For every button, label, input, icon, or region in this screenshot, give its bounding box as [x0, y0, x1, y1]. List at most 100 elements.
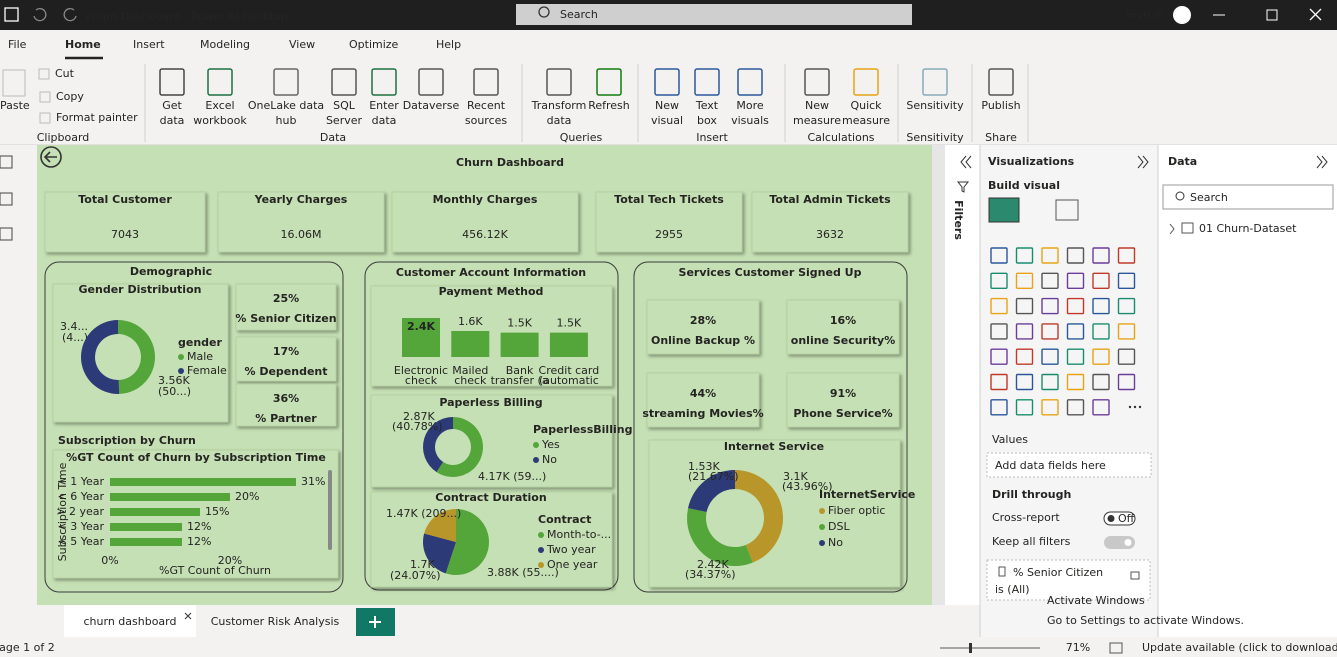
- more-visuals-dot[interactable]: [1138, 405, 1142, 409]
- more-visuals-dot[interactable]: [1128, 405, 1132, 409]
- visual-type-icon[interactable]: [1092, 323, 1110, 340]
- ribbon-button[interactable]: measure: [793, 114, 841, 127]
- visual-type-icon[interactable]: [1117, 272, 1136, 289]
- table-name[interactable]: 01 Churn-Dataset: [1199, 222, 1297, 235]
- fit-page[interactable]: [1109, 642, 1123, 654]
- ribbon-button[interactable]: New: [655, 99, 679, 112]
- update-notice[interactable]: Update available (click to download): [1142, 641, 1337, 654]
- sign-in[interactable]: Sign in: [1126, 8, 1164, 21]
- visual-type-icon[interactable]: [1041, 399, 1059, 416]
- visual-type-icon[interactable]: [1092, 373, 1110, 391]
- visual-type-icon[interactable]: [1092, 272, 1110, 289]
- ribbon-button[interactable]: Refresh: [588, 99, 630, 112]
- ribbon-button[interactable]: visual: [651, 114, 683, 127]
- visual-type-icon[interactable]: [1015, 297, 1034, 315]
- ribbon-button[interactable]: sources: [465, 114, 508, 127]
- visual-type-icon[interactable]: [990, 323, 1008, 340]
- undo-icon[interactable]: [33, 7, 47, 22]
- build-visual-tab[interactable]: [988, 197, 1020, 223]
- ribbon-button[interactable]: Quick: [850, 99, 882, 112]
- visual-type-icon[interactable]: [990, 297, 1008, 315]
- ribbon-button[interactable]: Cut: [55, 67, 75, 80]
- data-search[interactable]: [1162, 184, 1334, 210]
- ribbon-button[interactable]: Sensitivity: [906, 99, 964, 112]
- visual-type-icon[interactable]: [1041, 272, 1059, 289]
- ribbon-button[interactable]: OneLake data: [248, 99, 324, 112]
- visual-type-icon[interactable]: [1015, 399, 1034, 416]
- visual-type-icon[interactable]: [990, 348, 1008, 365]
- restore[interactable]: [1266, 9, 1278, 21]
- ribbon-button[interactable]: Excel: [205, 99, 234, 112]
- visual-type-icon[interactable]: [1041, 297, 1059, 315]
- ribbon-button[interactable]: box: [697, 114, 717, 127]
- ribbon-button[interactable]: Text: [695, 99, 719, 112]
- visual-type-icon[interactable]: [1092, 348, 1110, 365]
- menu-tab[interactable]: View: [289, 38, 315, 51]
- active-page-tab[interactable]: [64, 605, 196, 637]
- field-well[interactable]: [986, 452, 1152, 478]
- visual-type-icon[interactable]: [990, 399, 1008, 416]
- visual-type-icon[interactable]: [1041, 323, 1059, 340]
- model-view[interactable]: [0, 227, 13, 241]
- menu-tab[interactable]: Optimize: [349, 38, 399, 51]
- ribbon-button[interactable]: Get: [162, 99, 182, 112]
- visual-type-icon[interactable]: [990, 373, 1008, 391]
- ribbon-button[interactable]: Enter: [369, 99, 399, 112]
- expand-chevron[interactable]: [1169, 223, 1175, 235]
- ribbon-button[interactable]: hub: [276, 114, 297, 127]
- visual-type-icon[interactable]: [1066, 323, 1085, 340]
- ribbon-button[interactable]: workbook: [193, 114, 247, 127]
- zoom-thumb[interactable]: [969, 643, 972, 653]
- ribbon-button[interactable]: Server: [326, 114, 363, 127]
- visual-type-icon[interactable]: [1041, 373, 1059, 391]
- visual-type-icon[interactable]: [1015, 247, 1034, 264]
- menu-tab[interactable]: Modeling: [200, 38, 250, 51]
- page-tab[interactable]: churn dashboard: [84, 615, 177, 628]
- close-tab[interactable]: [184, 612, 192, 620]
- visual-type-icon[interactable]: [1117, 247, 1136, 264]
- table-view[interactable]: [0, 192, 13, 206]
- visual-type-icon[interactable]: [1117, 297, 1136, 315]
- visual-type-icon[interactable]: [1092, 399, 1110, 416]
- ribbon-button[interactable]: data: [372, 114, 397, 127]
- visual-type-icon[interactable]: [1066, 348, 1085, 365]
- ribbon-button[interactable]: Copy: [56, 90, 84, 103]
- report-view[interactable]: [0, 155, 13, 169]
- visual-type-icon[interactable]: [1066, 272, 1085, 289]
- visual-type-icon[interactable]: [1066, 297, 1085, 315]
- visual-type-icon[interactable]: [1117, 323, 1136, 340]
- ribbon-button[interactable]: More: [736, 99, 764, 112]
- format-visual-tab[interactable]: [1055, 199, 1079, 221]
- collapse-icon[interactable]: [960, 155, 972, 169]
- account-icon[interactable]: [1173, 6, 1191, 24]
- visual-type-icon[interactable]: [1015, 272, 1034, 289]
- filters-strip[interactable]: [945, 145, 980, 605]
- ribbon-button[interactable]: Dataverse: [403, 99, 460, 112]
- visual-type-icon[interactable]: [990, 247, 1008, 264]
- ribbon-button[interactable]: Transform: [531, 99, 587, 112]
- menu-tab[interactable]: Home: [65, 38, 101, 51]
- visual-type-icon[interactable]: [1092, 297, 1110, 315]
- save-icon[interactable]: [4, 7, 19, 22]
- visual-type-icon[interactable]: [1041, 247, 1059, 264]
- visual-type-icon[interactable]: [1066, 399, 1085, 416]
- visual-type-icon[interactable]: [1015, 373, 1034, 391]
- visual-type-icon[interactable]: [1015, 348, 1034, 365]
- visual-type-icon[interactable]: [1092, 247, 1110, 264]
- visual-type-icon[interactable]: [1117, 373, 1136, 391]
- search-box[interactable]: [516, 4, 912, 25]
- menu-tab[interactable]: Insert: [133, 38, 165, 51]
- ribbon-button[interactable]: Paste: [0, 99, 30, 112]
- ribbon-button[interactable]: Publish: [981, 99, 1020, 112]
- ribbon-button[interactable]: visuals: [731, 114, 769, 127]
- expand-icon[interactable]: [1137, 155, 1149, 169]
- expand-icon[interactable]: [1316, 155, 1328, 169]
- close[interactable]: [1309, 8, 1322, 21]
- filter-card[interactable]: [986, 559, 1151, 601]
- more-visuals-dot[interactable]: [1133, 405, 1137, 409]
- filters-label[interactable]: Filters: [952, 200, 965, 240]
- page-tab[interactable]: Customer Risk Analysis: [211, 615, 340, 628]
- ribbon-button[interactable]: data: [160, 114, 185, 127]
- menu-tab[interactable]: File: [8, 38, 27, 51]
- visual-type-icon[interactable]: [1066, 247, 1085, 264]
